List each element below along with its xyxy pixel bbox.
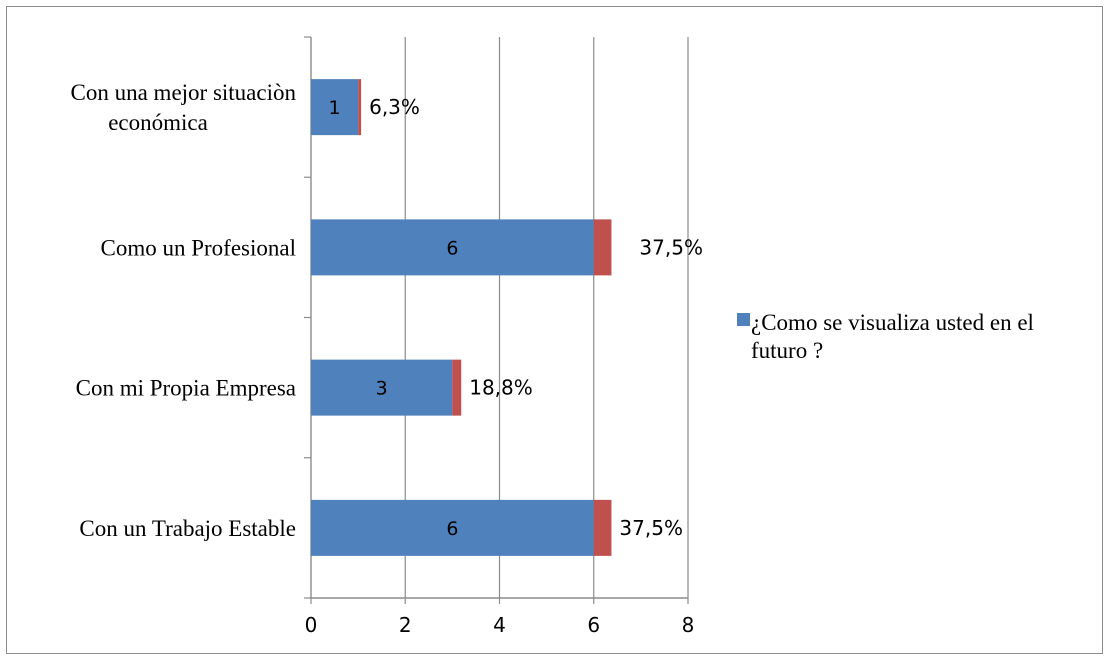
bar-count-label: 1 [329, 97, 341, 119]
legend-label: ¿Como se visualiza usted en el [751, 310, 1034, 335]
bar-count-label: 3 [376, 378, 388, 400]
category-label: Con mi Propia Empresa [76, 376, 296, 401]
legend: ¿Como se visualiza usted en el futuro ? [737, 310, 1034, 363]
x-tick-label: 8 [682, 613, 695, 637]
bar-percentage-label: 37,5% [639, 235, 703, 259]
bar-percentage-label: 6,3% [369, 95, 420, 119]
bar-percentage-label: 18,8% [469, 376, 533, 400]
x-tick-label: 0 [305, 613, 318, 637]
bar-count-label: 6 [446, 237, 458, 259]
bar-percentage [593, 219, 612, 276]
bar-count-label: 6 [446, 518, 458, 540]
bar-percentage [358, 79, 362, 136]
bar-count [311, 359, 453, 416]
category-label: Con una mejor situaciòn [71, 80, 297, 105]
bars [311, 79, 612, 556]
bar-count [311, 499, 594, 556]
category-label: Como un Profesional [101, 235, 297, 260]
x-tick-label: 2 [399, 613, 412, 637]
x-tick-label: 4 [493, 613, 506, 637]
legend-swatch [737, 313, 750, 326]
bar-percentage-label: 37,5% [619, 516, 683, 540]
legend-label: futuro ? [751, 338, 823, 363]
x-tick-label: 6 [587, 613, 600, 637]
bar-percentage [452, 359, 462, 416]
labels: 0 2 4 6 8 1 6,3% Con una mejor situaciòn económi… [71, 80, 703, 637]
bar-count [311, 79, 359, 136]
category-label: económica [108, 110, 208, 135]
category-label: Con un Trabajo Estable [79, 516, 296, 541]
bar-count [311, 219, 594, 276]
bar-percentage [593, 499, 612, 556]
